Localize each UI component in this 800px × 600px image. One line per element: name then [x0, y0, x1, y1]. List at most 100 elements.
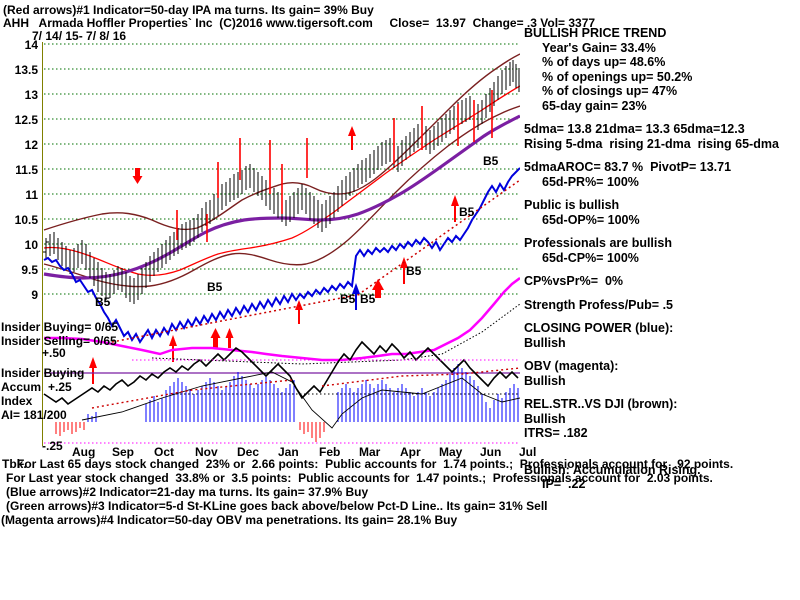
x-tick-aug: Aug	[72, 445, 96, 459]
x-tick-jul: Jul	[519, 445, 537, 459]
x-tick-jun: Jun	[480, 445, 502, 459]
red-up-arrow-9	[89, 357, 97, 384]
y-tick-12: 12	[24, 138, 38, 152]
cp-scale-plus50: +.50	[42, 346, 66, 360]
red-up-arrow-8	[169, 335, 177, 362]
y-tick-9.5: 9.5	[21, 263, 38, 277]
red-up-arrow-2	[225, 328, 234, 348]
days-up-stat: % of days up= 48.6%	[542, 55, 666, 69]
closing-power-value: Bullish	[524, 335, 566, 350]
red-up-arrow-7	[451, 195, 459, 222]
date-range-label: 7/ 14/ 15- 7/ 8/ 16	[32, 29, 127, 43]
years-gain-stat: Year's Gain= 33.4%	[542, 40, 656, 55]
x-tick-oct: Oct	[154, 445, 175, 459]
accum-label-line3: Index	[1, 394, 33, 408]
blue-up-arrow-1	[352, 283, 360, 310]
x-tick-jan: Jan	[278, 445, 299, 459]
red-up-arrow-3	[295, 300, 303, 324]
red-up-arrow-5	[372, 279, 384, 298]
accum-index-value: AI= 181/200	[1, 408, 67, 422]
public-sentiment: Public is bullish	[524, 198, 620, 212]
relstr-value: Bullish	[524, 411, 566, 426]
chart-plot-area: B5 B5 B5 B5 B5 B5 B5	[42, 42, 520, 446]
x-tick-dec: Dec	[237, 445, 260, 459]
bullish-price-trend-title: BULLISH PRICE TREND	[524, 26, 667, 40]
chart-svg	[42, 42, 520, 446]
openings-up-stat: % of openings up= 50.2%	[542, 69, 693, 84]
accum-minus25: -.25	[42, 439, 63, 453]
x-tick-mar: Mar	[359, 445, 381, 459]
accumulation-index-line	[43, 340, 519, 406]
y-tick-9: 9	[31, 288, 38, 302]
relstr-title: REL.STR..VS DJI (brown):	[524, 397, 678, 411]
y-tick-13: 13	[24, 88, 38, 102]
x-tick-sep: Sep	[112, 445, 135, 459]
month-x-axis: Aug Sep Oct Nov Dec Jan Feb Mar Apr May …	[42, 445, 536, 461]
last-year-note: For Last year stock changed 33.8% or 3.5…	[6, 471, 713, 485]
indicator-arrows-price	[89, 126, 459, 384]
accumulation-histogram-positive	[87, 364, 519, 422]
op65-stat: 65d-OP%= 100%	[542, 212, 640, 227]
x-tick-feb: Feb	[319, 445, 341, 459]
obv-line	[44, 277, 520, 362]
accum-envelope-line	[81, 371, 520, 429]
closing-power-title: CLOSING POWER (blue):	[524, 321, 674, 335]
closings-up-stat: % of closings up= 47%	[542, 84, 678, 98]
dma-direction: Rising 5-dma rising 21-dma rising 65-dma	[524, 136, 779, 151]
y-tick-11.5: 11.5	[15, 163, 38, 177]
b5-marker-4: B5	[360, 292, 376, 306]
aroc-pivot: 5dmaAROC= 83.7 % PivotP= 13.71	[524, 160, 732, 174]
x-tick-may: May	[439, 445, 463, 459]
tbk-overlap-label: Tbk.	[2, 457, 27, 471]
b5-marker-5: B5	[406, 264, 422, 278]
insider-selling-label: Insider Selling= 0/65	[1, 334, 117, 348]
last-65-days-note: For Last 65 days stock changed 23% or 2.…	[17, 457, 734, 471]
closing-power-trendline	[111, 179, 520, 343]
accumulation-summary: Bullish: Accumulation Rising.	[524, 462, 701, 477]
accum-trendline	[91, 367, 520, 409]
b5-marker-1: B5	[95, 295, 111, 309]
y-tick-14: 14	[24, 38, 38, 52]
professional-sentiment: Professionals are bullish	[524, 236, 672, 250]
indicator-3-note: (Green arrows)#3 Indicator=5-d St-KLine …	[6, 499, 548, 513]
y-tick-11: 11	[25, 188, 38, 202]
indicator-4-note: (Magenta arrows)#4 Indicator=50-day OBV …	[1, 513, 458, 527]
b5-marker-6: B5	[459, 205, 475, 219]
y-tick-10: 10	[24, 238, 38, 252]
quote-header: AHH Armada Hoffler Properties` Inc (C)20…	[3, 16, 596, 30]
x-tick-apr: Apr	[400, 445, 421, 459]
red-up-arrow-1	[210, 328, 221, 348]
insider-buying-label: Insider Buying= 0/65	[1, 320, 119, 334]
accumulation-histogram-negative	[55, 422, 325, 442]
y-tick-13.5: 13.5	[14, 63, 38, 77]
rel-strength-bands	[43, 53, 520, 288]
price-gridlines	[44, 43, 520, 295]
x-tick-nov: Nov	[195, 445, 218, 459]
b5-marker-7: B5	[483, 154, 499, 168]
accum-label-line2: Accum	[1, 380, 42, 394]
red-up-arrow-4	[348, 126, 356, 150]
itrs-value: ITRS= .182	[524, 426, 588, 440]
y-tick-12.5: 12.5	[14, 113, 38, 127]
accum-plus25: +.25	[48, 380, 72, 394]
cp65-stat: 65d-CP%= 100%	[542, 250, 639, 265]
obv-title: OBV (magenta):	[524, 359, 619, 373]
ohlc-price-bars	[43, 60, 520, 304]
gain-65day-stat: 65-day gain= 23%	[542, 98, 647, 113]
b5-marker-3: B5	[340, 292, 356, 306]
obv-ma-dotted	[151, 303, 520, 365]
accum-label-line1: Insider Buying	[1, 366, 85, 380]
price-y-axis: 14 13.5 13 12.5 12 11.5 11 10.5 10 9.5 9	[0, 38, 38, 320]
analysis-info-panel: BULLISH PRICE TREND Year's Gain= 33.4% %…	[524, 26, 800, 492]
b5-marker-2: B5	[207, 280, 223, 294]
cp-vs-pr-stat: CP%vsPr%= 0%	[524, 274, 624, 288]
ip-value: IP= .22	[542, 477, 586, 491]
pr65-stat: 65d-PR%= 100%	[542, 174, 639, 189]
indicator-1-header: (Red arrows)#1 Indicator=50-day IPA ma t…	[3, 3, 374, 17]
y-tick-10.5: 10.5	[14, 213, 38, 227]
strength-ratio: Strength Profess/Pub= .5	[524, 297, 673, 312]
red-down-arrow	[132, 168, 143, 184]
obv-value: Bullish	[524, 373, 566, 388]
dma-values: 5dma= 13.8 21dma= 13.3 65dma=12.3	[524, 122, 745, 136]
